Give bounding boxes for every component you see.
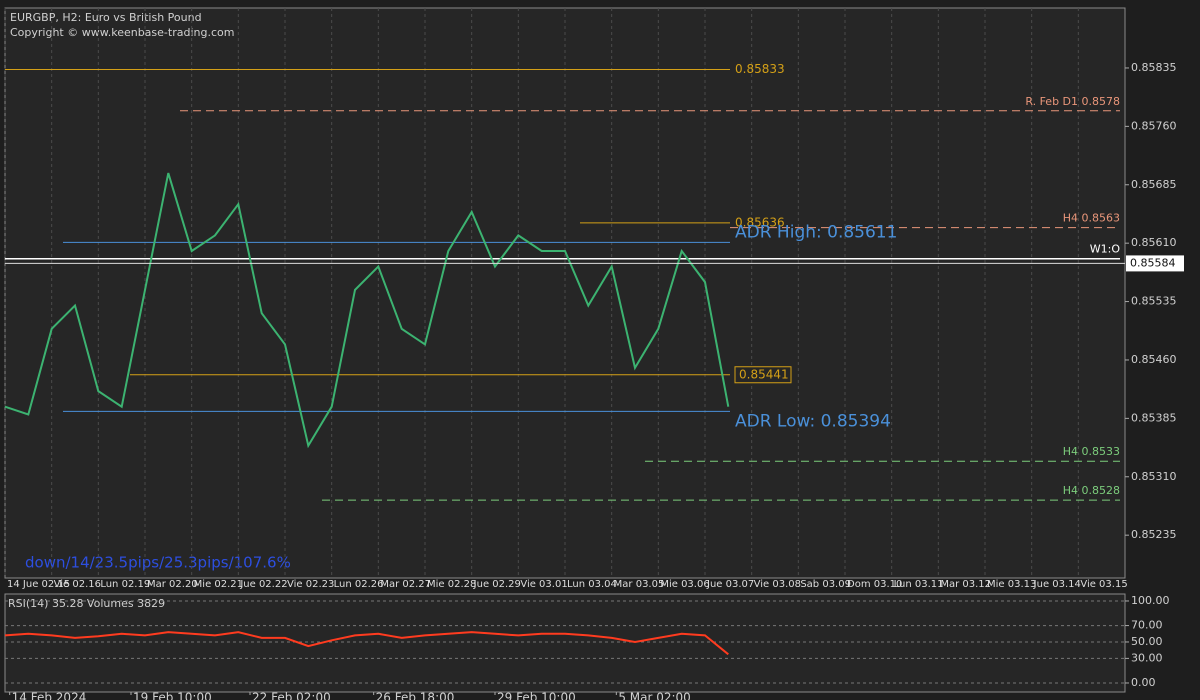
x-tick-label: Dom 03.10 [847,579,902,590]
x-tick-label: Vie 02.16 [54,579,101,590]
x-tick-label: Jue 02.29 [473,579,521,590]
x-tick-label: Vie 03.15 [1080,579,1127,590]
x-tick-label: 26 Feb 18:00 [376,691,455,700]
x-tick-label: Lun 03.04 [567,579,617,590]
level-label: R. Feb D1 0.8578 [1025,95,1120,108]
level-label: 0.85833 [735,62,785,76]
y-tick-label: 0.85235 [1131,528,1177,541]
x-tick-label: Mar 03.05 [614,579,665,590]
y-tick-label: 0.85835 [1131,61,1177,74]
level-label: 0.85441 [739,367,789,381]
x-tick-label: Mar 02.20 [147,579,198,590]
level-label: H4 0.8533 [1063,445,1120,458]
x-tick-label: 14 Jue 02.15 [7,579,70,590]
price-line [4,172,730,449]
x-tick-label: 5 Mar 02:00 [618,691,691,700]
x-tick-label: Mie 03.13 [987,579,1036,590]
level-label: 0.85636 [735,215,785,229]
x-tick-label: Lun 02.19 [100,579,150,590]
x-tick-label: Jue 03.07 [706,579,754,590]
x-tick-label: Sab 03.09 [800,579,851,590]
y-tick-label: 30.00 [1131,651,1163,664]
x-tick-label: Vie 02.23 [287,579,334,590]
x-tick-label: 22 Feb 02:00 [252,691,331,700]
x-tick-label: 14 Feb 2024 [12,691,87,700]
y-tick-label: 0.85535 [1131,295,1177,308]
x-tick-label: Mie 03.06 [660,579,709,590]
level-box [734,366,792,384]
last-price-box [1126,255,1184,272]
x-tick-label: Vie 03.08 [754,579,801,590]
y-tick-label: 100.00 [1131,594,1170,607]
x-tick-label: Mar 02.27 [380,579,431,590]
y-tick-label: 0.85760 [1131,119,1177,132]
level-label: ADR Low: 0.85394 [735,411,891,431]
x-tick-label: Jue 02.22 [239,579,287,590]
x-tick-label: Mie 02.28 [427,579,476,590]
price-line [4,631,729,656]
y-tick-label: 0.85310 [1131,470,1177,483]
y-tick-label: 0.00 [1131,676,1156,689]
x-tick-label: Jue 03.14 [1033,579,1081,590]
x-tick-label: Mar 03.12 [940,579,991,590]
x-tick-label: Vie 03.01 [520,579,567,590]
annotation: down/14/23.5pips/25.3pips/107.6% [25,554,291,572]
chart-subtitle: Copyright © www.keenbase-trading.com [10,26,234,39]
level-label: H4 0.8528 [1063,484,1120,497]
x-tick-label: Lun 03.11 [894,579,944,590]
level-label: W1:O [1090,243,1121,256]
y-tick-label: 0.85460 [1131,353,1177,366]
x-tick-label: Lun 02.26 [334,579,384,590]
x-tick-label: 29 Feb 10:00 [497,691,576,700]
rsi-title: RSI(14) 35.28 Volumes 3829 [8,597,165,610]
x-tick-label: 19 Feb 10:00 [133,691,212,700]
y-tick-label: 0.85385 [1131,411,1177,424]
y-tick-label: 50.00 [1131,635,1163,648]
y-tick-label: 0.85685 [1131,178,1177,191]
y-tick-label: 0.85610 [1131,236,1177,249]
chart-title: EURGBP, H2: Euro vs British Pound [10,11,202,24]
x-tick-label: Mie 02.21 [194,579,243,590]
level-label: H4 0.8563 [1063,212,1120,225]
last-price-label: 0.85584 [1130,256,1176,269]
y-tick-label: 70.00 [1131,619,1163,632]
rsi-pane [4,593,1126,693]
level-label: ADR High: 0.85611 [735,222,897,242]
